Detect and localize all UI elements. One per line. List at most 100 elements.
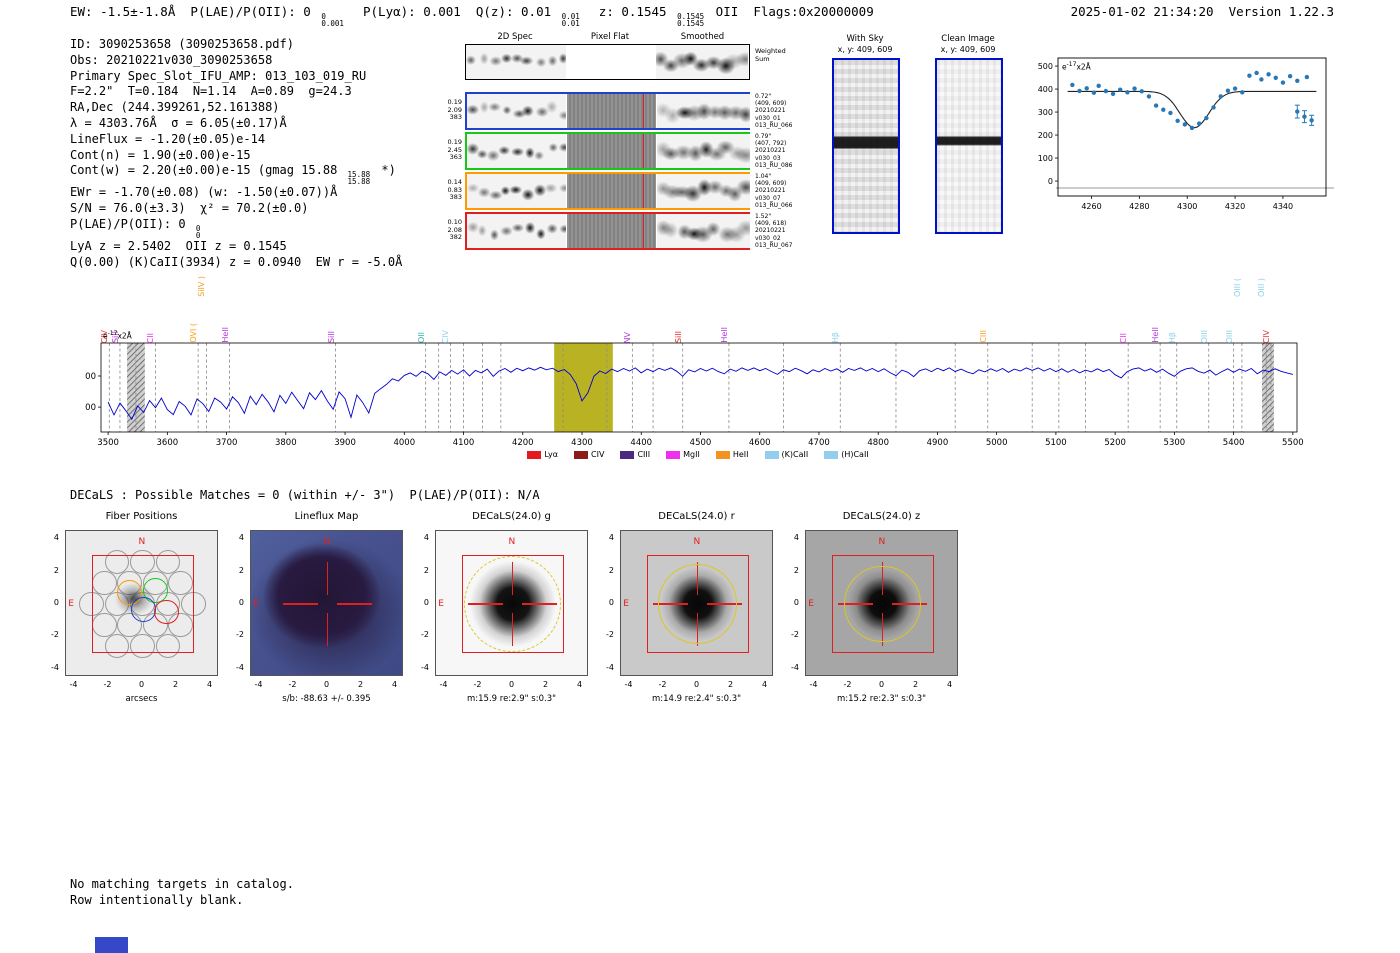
sky-panel-image (935, 58, 1003, 234)
data-point (1196, 121, 1202, 126)
text-run: EWr = -1.70(±0.08) (w: -1.50(±0.07))Å (70, 185, 338, 200)
y-tick-label: 400 (85, 372, 96, 382)
text-run: Primary Spec_Slot_IFU_AMP: 013_103_019_R… (70, 68, 367, 83)
y-tick-label: 200 (1038, 131, 1053, 140)
y-tick-label: -2 (51, 630, 59, 640)
data-point (1247, 73, 1252, 78)
extraction-box (91, 555, 194, 653)
label-line: (409, 609) (755, 180, 787, 188)
cutout-caption: m:14.9 re:2.4" s:0.3" (651, 694, 742, 704)
y-tick-label: 400 (1038, 85, 1053, 94)
compass-e: E (253, 599, 259, 609)
lower-limit: 0 (195, 230, 201, 240)
text-run: F=2.2" T=0.184 N=1.14 A=0.89 g=24.3 (70, 84, 352, 99)
fiber-2d-strip (467, 94, 566, 128)
spectral-line-label: OIII (1224, 329, 1234, 343)
legend-label: (K)CaII (781, 450, 809, 459)
compass-e: E (808, 599, 814, 609)
x-tick-label: -4 (809, 680, 818, 689)
y-tick-label: 4 (238, 533, 244, 543)
legend-item: (H)CaII (824, 450, 869, 459)
y-tick-label: 2 (608, 565, 614, 575)
x-tick-label: 4900 (927, 438, 949, 448)
footer-blue-box (95, 937, 128, 953)
x-tick-label: 0 (693, 680, 700, 689)
legend-item: CIV (574, 450, 604, 459)
spectral-line-label: CIII (978, 330, 988, 343)
spectral-line-label: HeII (220, 327, 230, 343)
spectral-line-label: OIII ) (1257, 277, 1267, 297)
x-tick-label: 4200 (512, 438, 534, 448)
text-run: ID: 3090253658 (3090253658.pdf) (70, 37, 294, 51)
label-line: 0.10 (447, 218, 462, 226)
masked-band (1262, 343, 1274, 432)
spectral-line-label: Hβ (831, 331, 841, 343)
label-line: 0.19 (447, 138, 462, 146)
label-line: (409, 609) (755, 100, 787, 108)
spectral-line-label: SiII (326, 330, 336, 343)
y-tick-label: 0 (53, 598, 59, 607)
x-tick-label: 4320 (1225, 202, 1245, 211)
x-tick-label: 2 (542, 680, 549, 689)
spectral-line-label: OII (416, 331, 426, 343)
x-tick-label: 5500 (1282, 438, 1304, 448)
x-tick-label: 3700 (216, 438, 238, 448)
fiber-smoothed-strip (657, 134, 750, 168)
compass-e: E (623, 599, 629, 609)
x-tick-label: -2 (843, 680, 852, 689)
x-tick-label: -4 (69, 680, 78, 689)
footer-line-1: No matching targets in catalog. (70, 877, 294, 891)
aperture-circle (657, 564, 738, 644)
label-line: 0.79" (755, 133, 772, 140)
data-point (1225, 88, 1231, 93)
data-point (1139, 89, 1144, 94)
flat-red-line (642, 214, 645, 248)
text-run: *) (374, 163, 396, 178)
text-run: Q(0.00) (K)CaII(3934) z = 0.0940 EW r = … (70, 254, 403, 269)
emission-line-band (554, 343, 613, 432)
data-point (1182, 122, 1188, 127)
y-tick-label: 4 (793, 533, 799, 543)
flux-units-annotation: e-17x2Å (1062, 61, 1091, 72)
data-point (1132, 86, 1137, 91)
label-line: (409, 618) (755, 220, 787, 228)
fiber-pixel-flat (567, 134, 656, 168)
label-line: 382 (449, 233, 462, 242)
data-point (1168, 110, 1173, 116)
label-line: Weighted (755, 47, 786, 55)
x-tick-label: -2 (103, 680, 112, 689)
compass-n: N (138, 536, 146, 547)
label-line: 20210221 (755, 187, 786, 195)
cutout-panels: Fiber Positions N E -4 -4 -2 -2 0 0 2 2 4 4 arcsecs Li… (0, 505, 1400, 720)
legend-item: CIII (620, 450, 650, 459)
extraction-box (831, 555, 934, 653)
text-run: λ = 4303.76Å σ = 6.05(±0.17)Å (70, 115, 287, 130)
text-run: Flags:0x20000009 (738, 4, 874, 19)
x-tick-label: 5400 (1223, 438, 1245, 448)
fiber-circle (155, 633, 181, 659)
upper-limit: 15.88 (347, 170, 371, 180)
label-line: 20210221 (755, 107, 786, 115)
crosshair-v-bottom (326, 612, 329, 647)
label-line: v030_01 (755, 114, 781, 122)
cutout-title: DECaLS(24.0) g (472, 511, 551, 522)
data-point (1146, 94, 1152, 99)
fiber-row (465, 132, 750, 170)
legend-item: (K)CaII (764, 450, 809, 459)
y-tick-label: -4 (421, 662, 429, 672)
legend-swatch (666, 450, 681, 459)
spec2d-col-title: Pixel Flat (590, 32, 630, 42)
x-tick-label: -2 (473, 680, 482, 689)
fiber-right-labels: 1.04" (409, 609) 20210221 v030_07 013_RU_066 (755, 173, 792, 209)
data-point (1302, 114, 1307, 119)
label-line: 2.45 (447, 145, 462, 154)
legend-label: Lyα (544, 450, 559, 459)
legend-label: CIII (637, 450, 651, 459)
fiber-2d-strip (467, 134, 566, 168)
data-point (1304, 74, 1310, 80)
info-line: LineFlux = -1.20(±0.05)e-14 (70, 132, 402, 148)
spectral-line-label: SiII (673, 330, 683, 343)
text-run: P(LAE)/P(OII): 0 (70, 216, 193, 231)
